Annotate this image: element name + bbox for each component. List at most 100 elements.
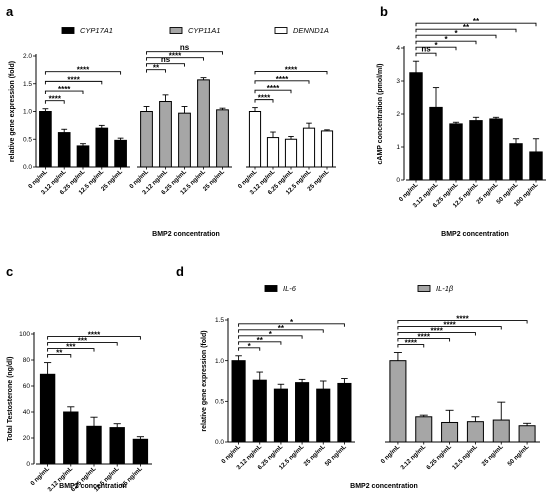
significance-label: **** (267, 84, 280, 93)
significance-label: *** (78, 337, 88, 346)
bar (273, 388, 288, 443)
y-tick-label: 2.0 (23, 53, 32, 60)
significance-label: **** (67, 75, 80, 84)
significance-label: ** (473, 17, 480, 26)
significance-bracket (397, 344, 425, 348)
legend-swatch (274, 27, 288, 34)
y-tick-label: 0.0 (215, 439, 224, 446)
y-tick-label: 40 (23, 409, 31, 416)
significance-bracket (238, 347, 261, 351)
bar (159, 101, 172, 168)
significance-bracket (397, 326, 502, 330)
bar (284, 138, 298, 168)
bar (95, 127, 109, 168)
y-axis-title: relative gene expression (fold) (9, 61, 16, 162)
significance-label: ns (421, 45, 431, 54)
bar (216, 109, 229, 168)
significance-label: *** (66, 343, 76, 352)
bar (252, 379, 267, 443)
y-tick-label: 0.0 (23, 164, 32, 171)
bar (114, 139, 127, 168)
bar (489, 118, 503, 181)
y-tick-label: 100 (19, 331, 30, 338)
significance-bracket (47, 342, 118, 346)
bar (509, 143, 523, 181)
significance-label: ns (161, 55, 171, 64)
y-tick-label: 0 (396, 177, 400, 184)
legend-swatch (264, 285, 278, 292)
significance-bracket (397, 320, 528, 324)
bar (57, 132, 71, 168)
bar (409, 72, 423, 181)
bar (449, 123, 463, 181)
bar (302, 127, 316, 168)
y-axis-title: cAMP concentration (pmol/ml) (377, 64, 384, 165)
bar (469, 120, 483, 181)
legend-label: CYP17A1 (80, 26, 113, 35)
significance-bracket (238, 323, 345, 327)
panel-label-b: b (380, 4, 388, 19)
bar (320, 130, 334, 168)
chart-panel-d: 0.0 0.5 1.0 1.5 relative gene expression (fo… (201, 284, 540, 490)
significance-label: **** (405, 339, 418, 348)
significance-label: ** (257, 336, 264, 345)
y-tick-label: 1.5 (215, 317, 224, 324)
bar (389, 360, 407, 443)
significance-bracket (415, 22, 537, 27)
bar (466, 421, 484, 443)
y-tick-label: 1.0 (215, 358, 224, 365)
panel-label-a: a (6, 4, 14, 19)
bar (39, 373, 56, 465)
bar (441, 421, 459, 443)
significance-bracket (47, 348, 95, 352)
x-tick-label: 50 ng/mL (324, 443, 348, 467)
x-tick-label: 0 ng/mL (380, 443, 402, 465)
significance-label: **** (276, 75, 289, 84)
significance-bracket (238, 341, 282, 345)
significance-bracket (254, 99, 274, 103)
significance-label: * (444, 35, 448, 44)
x-axis-title: BMP2 concentration (441, 231, 509, 238)
y-tick-label: 1.5 (23, 81, 32, 88)
significance-label: ** (278, 324, 285, 333)
legend-label: CYP11A1 (188, 26, 220, 35)
bar (76, 145, 90, 168)
x-tick-label: 0 ng/mL (29, 465, 51, 487)
significance-bracket (238, 335, 303, 339)
legend-swatch (61, 27, 75, 34)
panel-label-d: d (176, 264, 184, 279)
y-tick-label: 1.0 (23, 109, 32, 116)
legend-label: DENND1A (293, 26, 329, 35)
significance-bracket (254, 80, 310, 84)
chart-panel-a: 0.0 0.5 1.0 1.5 2.0 relative gene expression … (9, 26, 336, 238)
panel-label-c: c (6, 264, 13, 279)
y-tick-label: 3 (396, 78, 400, 85)
bar (248, 111, 262, 168)
bar (140, 111, 153, 168)
significance-label: * (290, 318, 294, 327)
x-tick-label: 25 ng/mL (303, 443, 327, 467)
significance-label: **** (258, 94, 271, 103)
significance-label: ** (463, 23, 470, 32)
bar (132, 438, 149, 465)
x-axis-title: BMP2 concentration (350, 483, 418, 490)
bar (492, 419, 510, 443)
significance-label: * (454, 29, 458, 38)
significance-label: ** (56, 349, 63, 358)
chart-panel-c: 0 20 40 60 80 100 Total Testosterone (ng/dl) 0 … (7, 331, 152, 493)
significance-bracket (415, 52, 437, 57)
legend-swatch (417, 285, 431, 292)
y-axis-title: Total Testosterone (ng/dl) (7, 357, 14, 442)
y-tick-label: 0.5 (215, 399, 224, 406)
legend-swatch (169, 27, 183, 34)
significance-bracket (415, 34, 497, 39)
y-tick-label: 4 (396, 45, 400, 52)
significance-label: **** (285, 65, 298, 74)
significance-bracket (44, 90, 84, 95)
significance-bracket (397, 338, 451, 342)
significance-label: **** (77, 66, 90, 75)
significance-label: * (434, 41, 438, 50)
significance-bracket (146, 63, 185, 67)
y-tick-label: 0.5 (23, 136, 32, 143)
